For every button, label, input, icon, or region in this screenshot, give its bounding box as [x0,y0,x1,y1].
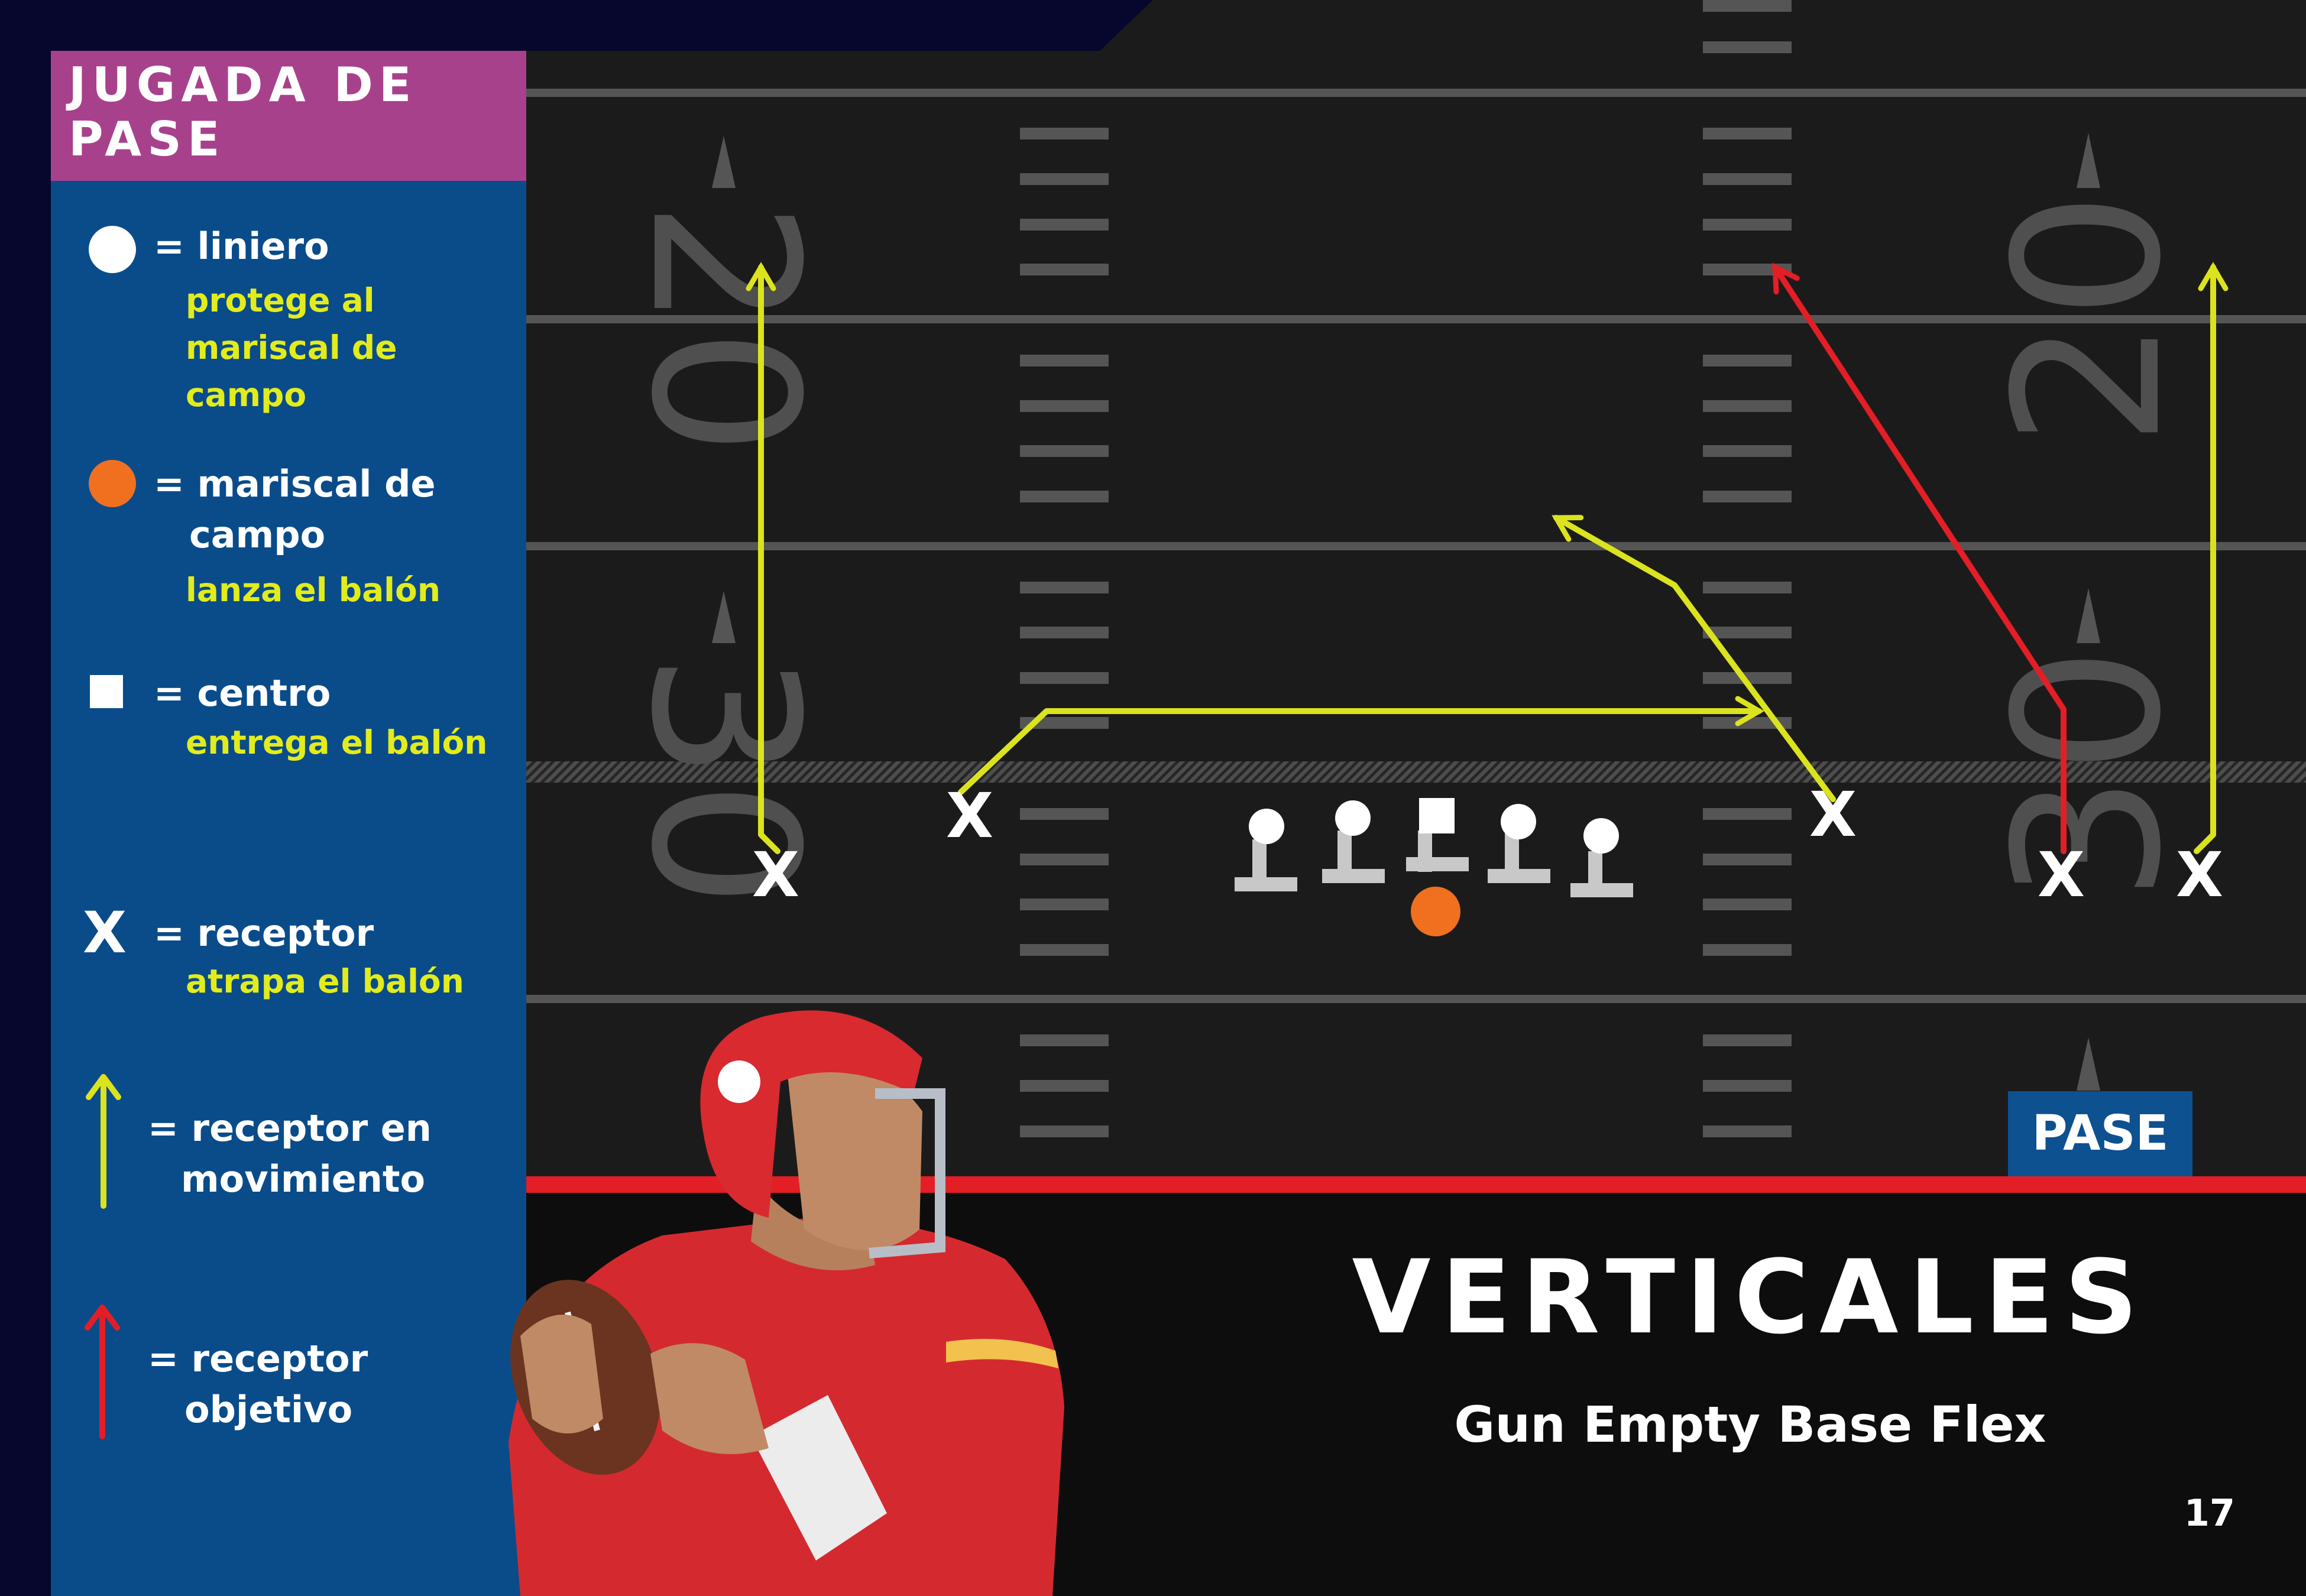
page-number: 17 [2184,1491,2235,1535]
receiver-symbol: X [83,900,127,966]
yard-number-20-right: 20 [1971,192,2205,447]
lineman-1 [1235,809,1297,891]
legend-label-receiver: = receptor [154,911,374,955]
line-of-scrimmage [526,761,2306,783]
player-wristband [751,1395,887,1561]
legend-label-target-receiver: = receptor objetivo [148,1337,368,1431]
hash-marks-left [1020,128,1109,1137]
field-background [526,0,2306,1182]
legend-label-lineman: = liniero [154,225,329,268]
legend-title-box: JUGADA DE PASE [51,51,526,181]
player-hand-right [650,1343,769,1454]
routes [746,262,2229,854]
player-body [509,1218,1064,1596]
quarterback [1411,887,1460,936]
yard-line [526,542,2306,550]
yard-line [526,995,2306,1003]
yard-number-30-right: 30 [1971,647,2205,903]
hash-marks-right [1703,0,1792,1137]
legend-label-quarterback: = mariscal de campo [154,462,436,556]
player-face [786,1060,922,1250]
player-illustration [509,1010,1064,1596]
legend-desc-lineman: protege al mariscal de campo [186,281,397,414]
legend-title-line2: PASE [69,112,226,167]
yard-triangles [712,133,2100,1091]
legend-desc-receiver: atrapa el balón [186,962,464,1000]
legend-title-line1: JUGADA DE [69,57,417,112]
legend-panel [51,51,526,1596]
route-yellow-slot-drag [958,696,1764,795]
center [1406,798,1469,872]
route-red-target [1772,262,2067,854]
route-yellow-right-vertical [2194,262,2229,854]
legend-label-moving-receiver: = receptor en movimiento [148,1107,432,1201]
lineman-2 [1322,800,1385,883]
receivers: X X X X X [752,778,2223,911]
red-arrow-icon [85,1305,120,1439]
play-title: VERTICALES [1352,1238,2149,1357]
receiver-x1: X [752,839,799,911]
yard-line [526,89,2306,97]
legend-title: JUGADA DE PASE [69,58,417,167]
yard-lines [526,89,2306,1003]
center-symbol [90,675,123,708]
legend-desc-quarterback: lanza el balón [186,571,441,609]
yellow-arrow-icon [86,1074,121,1209]
receiver-x5: X [2176,839,2223,911]
player-shoulder-stripe [946,1339,1058,1368]
helmet-logo [718,1060,760,1103]
play-type-badge: PASE [2008,1091,2192,1176]
play-formation: Gun Empty Base Flex [1454,1396,2046,1454]
receiver-x3: X [1809,778,1857,851]
receiver-x2: X [946,780,993,852]
route-yellow-left-vertical [746,262,780,854]
lineman-4 [1570,818,1633,897]
lineman-3 [1488,804,1550,883]
offensive-line [1235,798,1633,897]
route-yellow-slot-corner [1552,515,1836,802]
player-facemask [869,1088,945,1258]
player-hand-left [520,1315,603,1433]
yard-line [526,315,2306,323]
lineman-symbol [89,226,136,273]
legend-desc-center: entrega el balón [186,724,488,761]
yard-number-20-left: 20 [607,200,841,456]
receiver-x4: X [2038,839,2085,911]
player-helmet [700,1010,922,1218]
play-type-badge-label: PASE [2032,1105,2169,1162]
quarterback-symbol [89,460,136,507]
legend-label-center: = centro [154,672,331,715]
yard-number-30-left: 30 [607,653,841,909]
sideline-red [526,1176,2306,1193]
